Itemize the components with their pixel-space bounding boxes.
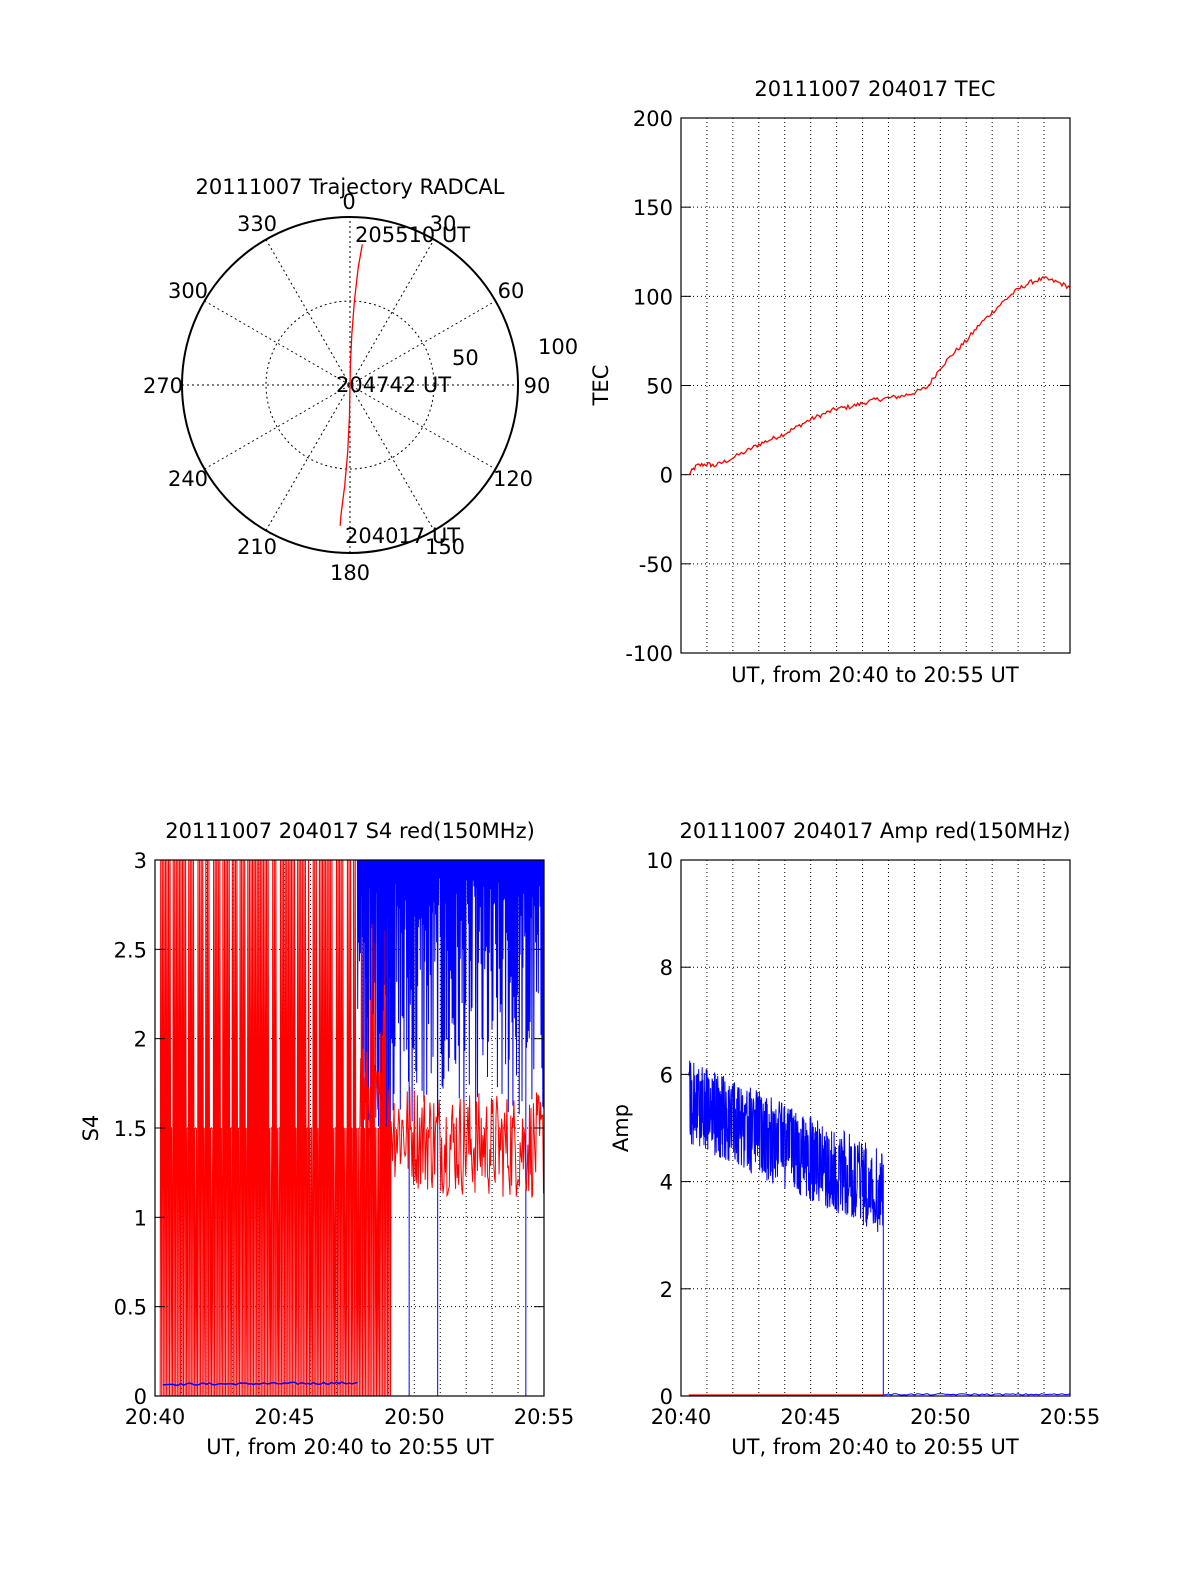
y-tick-label-2.5: 2.5	[114, 938, 147, 962]
polar-angle-label-0: 0	[342, 190, 355, 214]
tec-frame	[680, 117, 1071, 654]
polar-angle-label-120: 120	[493, 467, 533, 491]
polar-angle-label-300: 300	[168, 279, 208, 303]
annotation-204017: 204017 UT	[345, 524, 460, 548]
y-tick-label-8: 8	[660, 956, 673, 980]
polar-angle-label-60: 60	[498, 279, 525, 303]
annotation-204742: 204742 UT	[336, 373, 451, 397]
y-tick-label-1: 1	[134, 1206, 147, 1230]
x-tick-label-2040: 20:40	[125, 1405, 186, 1429]
s4-ylabel: S4	[79, 1115, 103, 1142]
polar-spoke	[204, 300, 496, 470]
amp-chart: 20111007 204017 Amp red(150MHz) 1086420 …	[609, 819, 1100, 1459]
s4-xlabel: UT, from 20:40 to 20:55 UT	[206, 1435, 494, 1459]
s4-title: 20111007 204017 S4 red(150MHz)	[165, 819, 535, 843]
y-tick-label-0.5: 0.5	[114, 1296, 147, 1320]
polar-spoke	[265, 239, 435, 531]
s4-red-spikes	[159, 860, 392, 1396]
y-tick-label-4: 4	[660, 1171, 673, 1195]
s4-y-ticks: 3 2.5 2 1.5 1 0.5 0	[114, 849, 544, 1409]
amp-xlabel: UT, from 20:40 to 20:55 UT	[731, 1435, 1019, 1459]
y-tick-label-10: 10	[646, 849, 673, 873]
x-tick-label-2055: 20:55	[1040, 1405, 1101, 1429]
polar-angle-label-180: 180	[330, 561, 370, 585]
y-tick-label-1.5: 1.5	[114, 1117, 147, 1141]
amp-x-ticks: 20:40 20:45 20:50 20:55	[651, 1405, 1101, 1429]
s4-x-ticks: 20:40 20:45 20:50 20:55	[125, 1405, 575, 1429]
polar-angle-label-270: 270	[143, 374, 183, 398]
x-tick-label-2050: 20:50	[910, 1405, 971, 1429]
polar-title: 20111007 Trajectory RADCAL	[196, 175, 505, 199]
y-tick-label-50: 50	[646, 375, 673, 399]
y-tick-label-2: 2	[660, 1278, 673, 1302]
y-tick-label--100: -100	[625, 642, 673, 666]
polar-spoke	[265, 239, 435, 531]
polar-angle-labels: 0 30 60 90 120 150 180 210 240 270 300 330	[143, 190, 550, 585]
tec-title: 20111007 204017 TEC	[754, 77, 995, 101]
amp-y-ticks: 10 8 6 4 2 0	[646, 849, 1070, 1409]
polar-angle-label-150: 150	[425, 535, 465, 559]
amp-ylabel: Amp	[609, 1104, 633, 1152]
s4-red-noise	[359, 1051, 544, 1198]
tec-series-line	[688, 276, 1071, 476]
x-tick-label-2040: 20:40	[651, 1405, 712, 1429]
y-tick-label-6: 6	[660, 1063, 673, 1087]
s4-series	[159, 860, 544, 1396]
x-tick-label-2050: 20:50	[384, 1405, 445, 1429]
amp-frame	[680, 859, 1071, 1397]
x-tick-label-2055: 20:55	[514, 1405, 575, 1429]
y-tick-label--50: -50	[639, 553, 673, 577]
y-tick-label-200: 200	[633, 107, 673, 131]
polar-angle-label-30: 30	[430, 212, 457, 236]
y-tick-label-2: 2	[134, 1028, 147, 1052]
trajectory-line	[339, 244, 363, 526]
polar-angle-label-240: 240	[168, 467, 208, 491]
polar-angle-label-90: 90	[524, 374, 551, 398]
tec-chart: 20111007 204017 TEC 200150100500-50-100 …	[589, 77, 1071, 687]
polar-trajectory-chart: 20111007 Trajectory RADCAL 0 30 60 90 120 150…	[143, 175, 578, 585]
annotation-205510: 205510 UT	[355, 223, 470, 247]
tec-grid	[681, 118, 1070, 653]
amp-blue-line	[688, 1060, 1070, 1396]
y-tick-label-0: 0	[134, 1385, 147, 1409]
s4-chart: 20111007 204017 S4 red(150MHz) 3 2.5 2 1.5 1…	[79, 819, 574, 1459]
x-tick-label-2045: 20:45	[254, 1405, 315, 1429]
y-tick-label-0: 0	[660, 1385, 673, 1409]
tec-ylabel: TEC	[589, 365, 613, 407]
polar-grid	[181, 216, 519, 554]
y-tick-label-150: 150	[633, 196, 673, 220]
y-tick-label-3: 3	[134, 849, 147, 873]
y-tick-label-0: 0	[660, 464, 673, 488]
radius-label-100: 100	[538, 335, 578, 359]
tec-y-ticks: 200 150 100 50 0 -50 -100	[625, 107, 1070, 666]
s4-blue-spikes	[356, 860, 544, 1127]
y-tick-label-100: 100	[633, 285, 673, 309]
x-tick-label-2045: 20:45	[780, 1405, 841, 1429]
radius-label-50: 50	[452, 346, 479, 370]
tec-xlabel: UT, from 20:40 to 20:55 UT	[731, 663, 1019, 687]
polar-angle-label-330: 330	[237, 212, 277, 236]
s4-blue-low	[162, 1381, 358, 1386]
amp-title: 20111007 204017 Amp red(150MHz)	[679, 819, 1070, 843]
polar-spoke	[204, 300, 496, 470]
polar-angle-label-210: 210	[237, 535, 277, 559]
amp-series	[688, 1060, 1070, 1396]
